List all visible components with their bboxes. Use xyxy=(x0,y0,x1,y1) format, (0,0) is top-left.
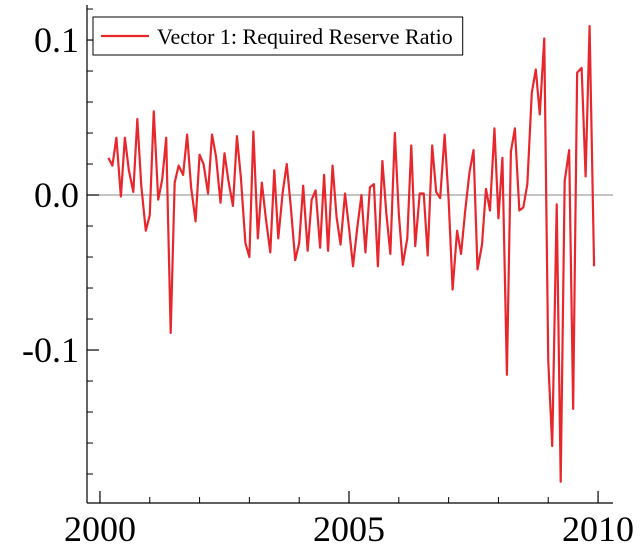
series-line xyxy=(107,24,596,483)
x-tick-label: 2005 xyxy=(313,509,385,548)
y-tick-label: -0.1 xyxy=(22,330,79,370)
y-tick-label: 0.1 xyxy=(34,20,79,60)
x-tick-label: 2000 xyxy=(64,509,136,548)
x-tick-label: 2010 xyxy=(562,509,634,548)
legend-label: Vector 1: Required Reserve Ratio xyxy=(157,24,453,49)
legend-box xyxy=(92,16,464,56)
y-tick-label: 0.0 xyxy=(34,175,79,215)
